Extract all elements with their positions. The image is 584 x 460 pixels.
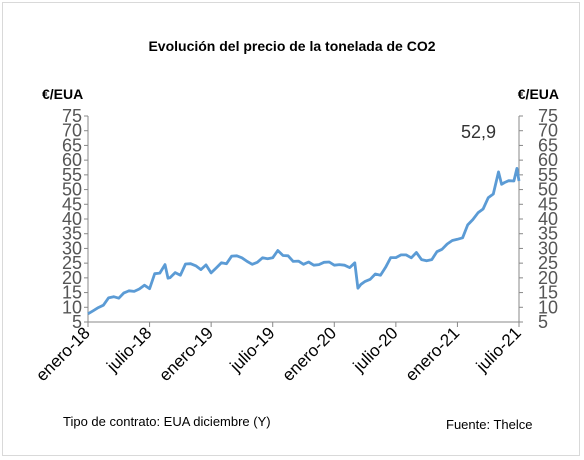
chart-frame bbox=[2, 2, 580, 456]
y-tick-label-right: 20 bbox=[538, 268, 558, 288]
x-tick-label: enero-19 bbox=[155, 323, 217, 385]
contract-note: Tipo de contrato: EUA diciembre (Y) bbox=[63, 414, 271, 429]
x-tick-label: julio-21 bbox=[472, 323, 525, 376]
source-note: Fuente: Thelce bbox=[446, 417, 533, 432]
y-tick-label-right: 40 bbox=[538, 209, 558, 229]
y-tick-label-right: 55 bbox=[538, 165, 558, 185]
y-tick-label-left: 40 bbox=[62, 209, 82, 229]
y-tick-label-left: 45 bbox=[62, 194, 82, 214]
x-tick-label: julio-18 bbox=[102, 323, 155, 376]
x-tick-label: julio-19 bbox=[226, 323, 279, 376]
y-tick-label-left: 10 bbox=[62, 297, 82, 317]
y-tick-label-left: 25 bbox=[62, 253, 82, 273]
y-tick-label-left: 50 bbox=[62, 180, 82, 200]
y-tick-label-left: 15 bbox=[62, 283, 82, 303]
x-tick-label: enero-21 bbox=[402, 323, 464, 385]
y-tick-label-right: 15 bbox=[538, 283, 558, 303]
y-tick-label-left: 70 bbox=[62, 121, 82, 141]
x-tick-label: julio-20 bbox=[349, 323, 402, 376]
y-axis-unit-right: €/EUA bbox=[517, 86, 559, 102]
y-tick-label-left: 55 bbox=[62, 165, 82, 185]
y-tick-label-left: 20 bbox=[62, 268, 82, 288]
y-tick-label-right: 35 bbox=[538, 224, 558, 244]
y-tick-label-left: 65 bbox=[62, 135, 82, 155]
x-tick-label: enero-20 bbox=[279, 323, 341, 385]
y-tick-label-right: 65 bbox=[538, 135, 558, 155]
y-tick-label-left: 75 bbox=[62, 106, 82, 126]
y-tick-label-right: 75 bbox=[538, 106, 558, 126]
y-tick-label-right: 5 bbox=[538, 312, 548, 332]
chart-title: Evolución del precio de la tonelada de C… bbox=[148, 38, 436, 54]
latest-value-annotation: 52,9 bbox=[461, 122, 496, 142]
y-tick-label-right: 30 bbox=[538, 238, 558, 258]
y-axis-unit-left: €/EUA bbox=[42, 86, 84, 102]
y-tick-label-left: 35 bbox=[62, 224, 82, 244]
y-tick-label-left: 5 bbox=[72, 312, 82, 332]
y-tick-label-right: 25 bbox=[538, 253, 558, 273]
y-tick-label-left: 60 bbox=[62, 150, 82, 170]
y-tick-label-right: 70 bbox=[538, 121, 558, 141]
x-tick-label: enero-18 bbox=[32, 323, 94, 385]
price-series-line bbox=[87, 167, 521, 316]
y-tick-label-right: 10 bbox=[538, 297, 558, 317]
y-tick-label-right: 60 bbox=[538, 150, 558, 170]
y-tick-label-left: 30 bbox=[62, 238, 82, 258]
y-tick-label-right: 50 bbox=[538, 180, 558, 200]
y-tick-label-right: 45 bbox=[538, 194, 558, 214]
